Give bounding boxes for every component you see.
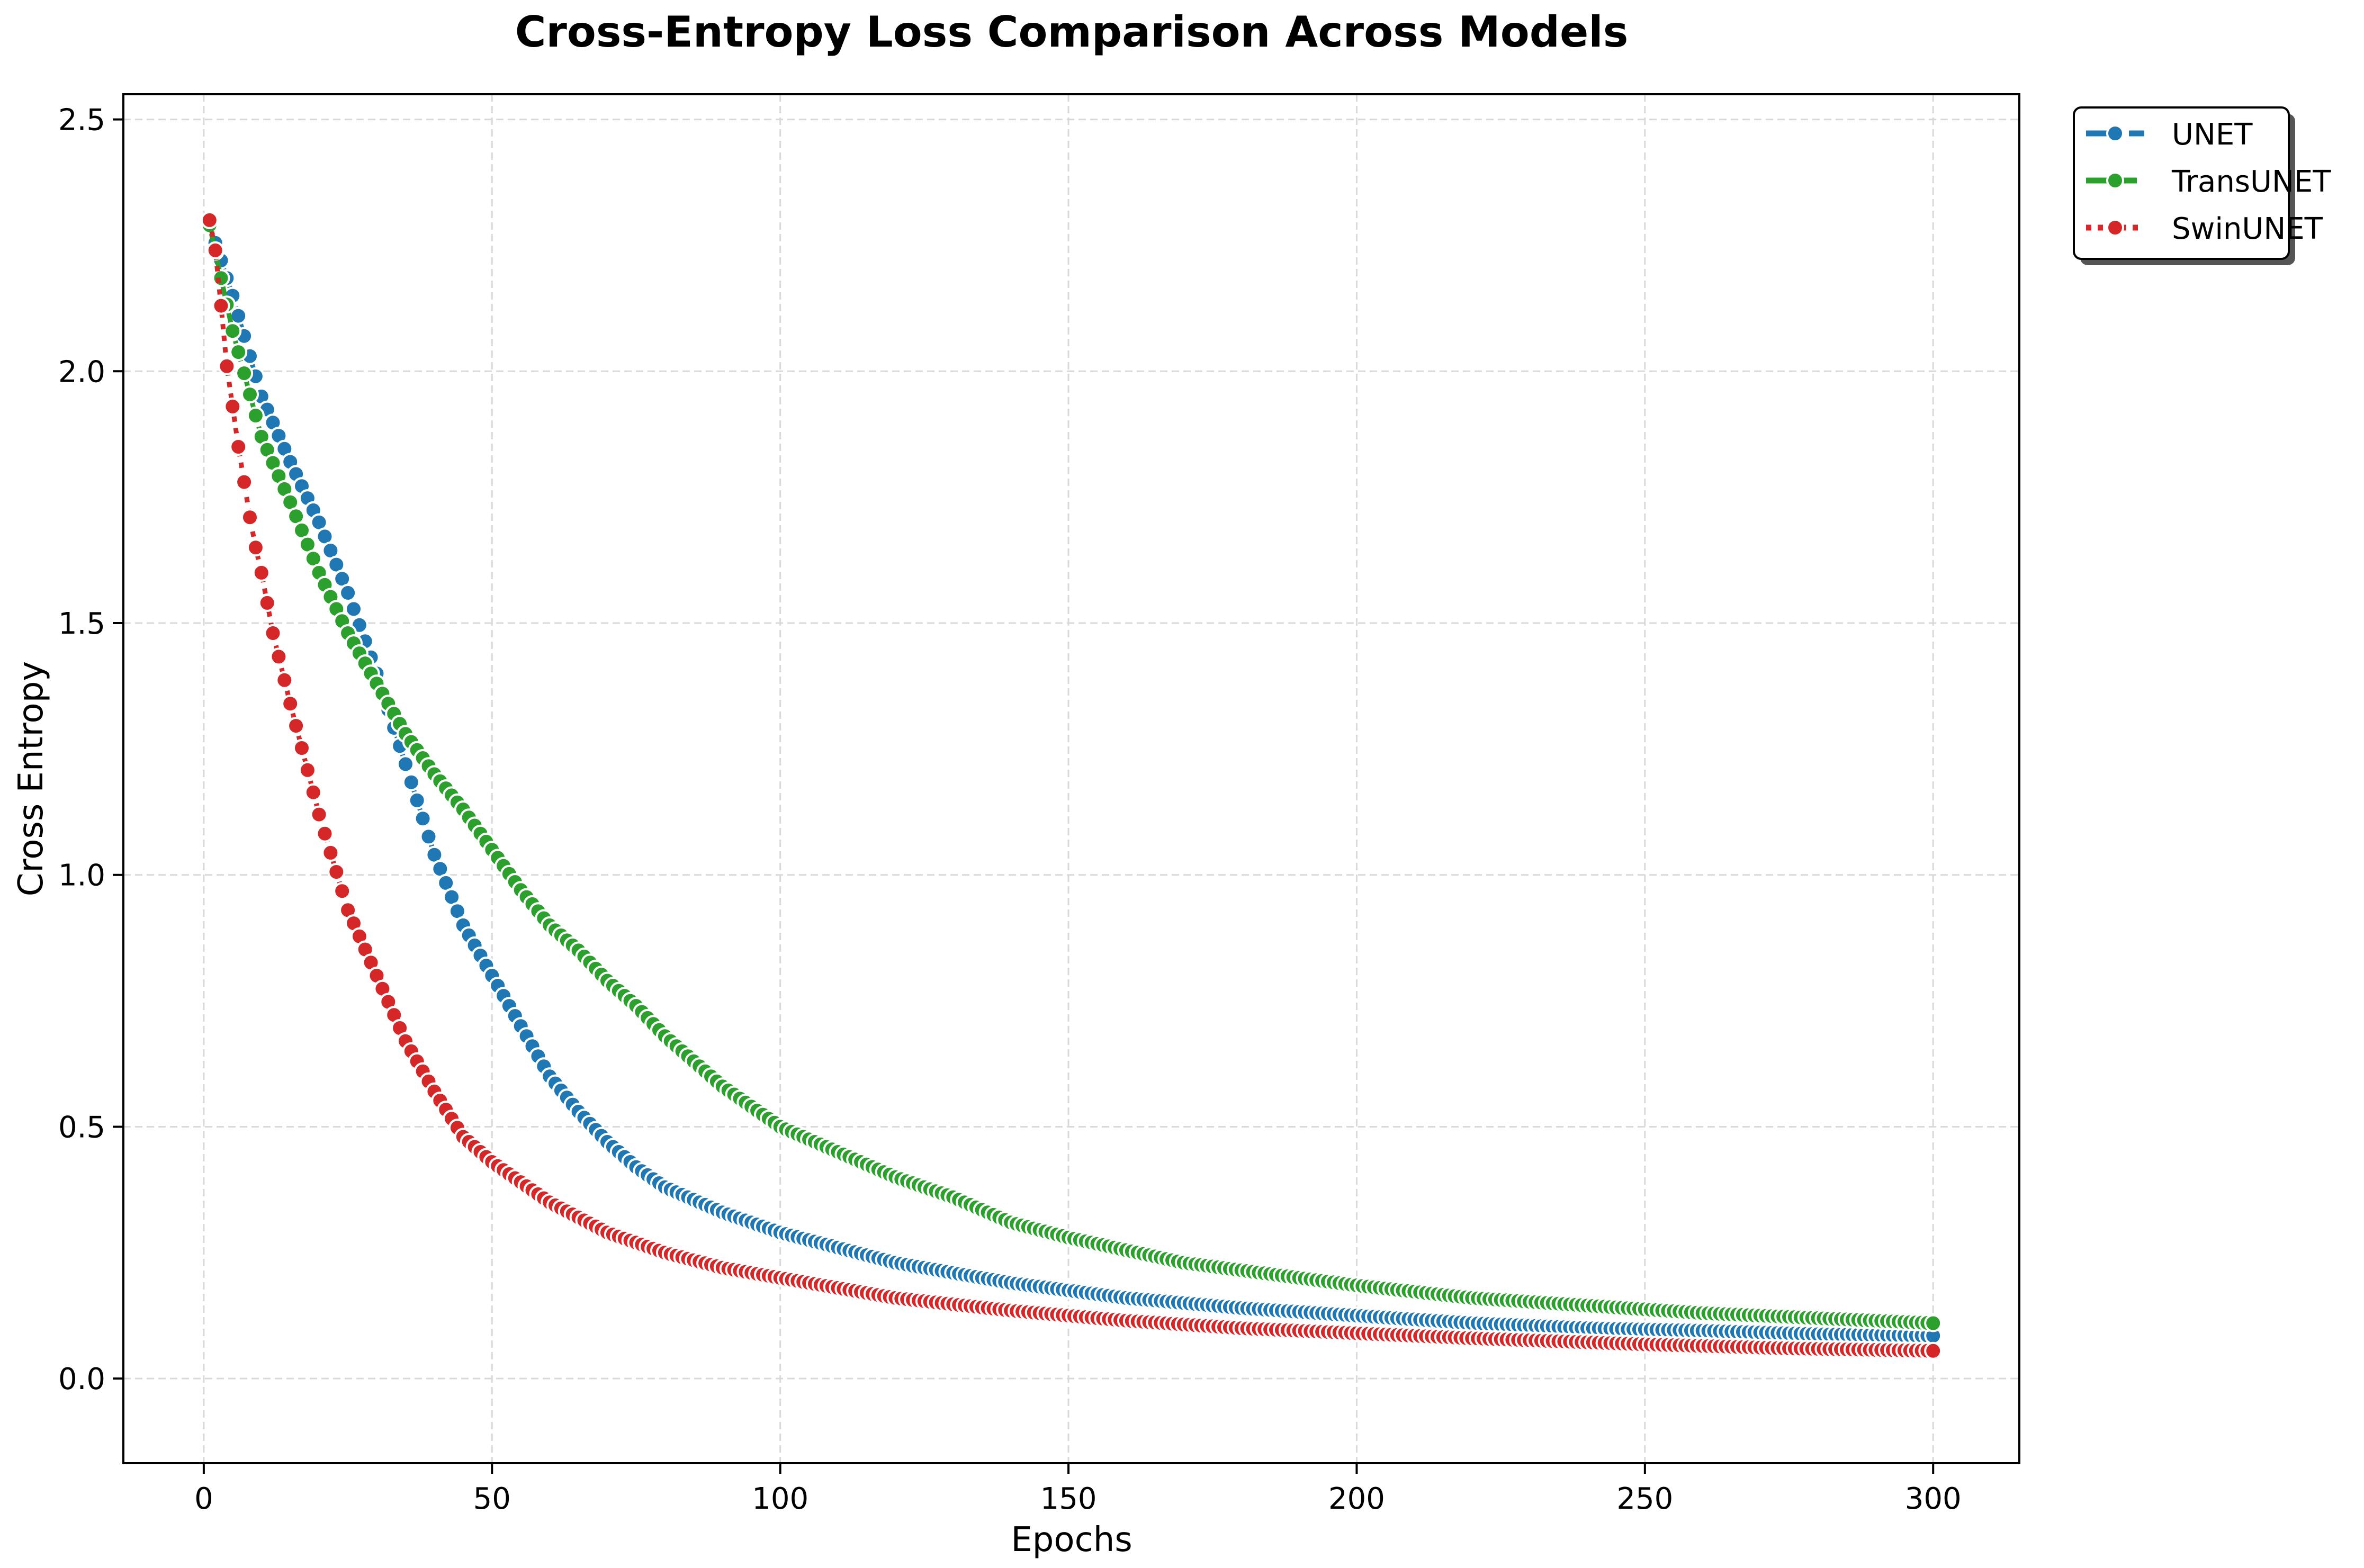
x-axis: 0 50 100 150 200 250 300 — [194, 1463, 1962, 1516]
series-unet — [200, 216, 1943, 1345]
data-point — [414, 809, 432, 828]
x-tick-label: 50 — [473, 1482, 511, 1516]
data-point — [223, 397, 242, 416]
data-point — [333, 882, 352, 900]
legend-marker-unet — [2106, 124, 2124, 142]
data-point — [1924, 1341, 1943, 1360]
data-point — [258, 593, 276, 612]
y-tick-label: 0.0 — [58, 1362, 105, 1396]
legend-marker-swinunet — [2106, 219, 2124, 237]
data-point — [246, 538, 265, 557]
data-point — [1924, 1314, 1943, 1332]
legend-entry: SwinUNET — [2086, 212, 2323, 246]
data-point — [229, 438, 248, 456]
y-tick-label: 1.5 — [58, 607, 105, 641]
data-point — [293, 739, 311, 757]
chart-title: Cross-Entropy Loss Comparison Across Mod… — [515, 7, 1629, 57]
plot-frame — [122, 93, 2020, 1464]
y-axis: 0.0 0.5 1.0 1.5 2.0 2.5 — [58, 103, 123, 1396]
data-point — [310, 805, 328, 824]
data-point — [287, 717, 305, 735]
data-point — [252, 563, 271, 582]
series-layer — [200, 211, 1943, 1360]
data-point — [241, 508, 259, 527]
y-axis-label: Cross Entropy — [12, 661, 51, 896]
data-point — [212, 296, 230, 315]
data-point — [235, 473, 254, 491]
data-point — [235, 364, 254, 383]
legend-box — [2073, 106, 2290, 260]
x-axis-label: Epochs — [1011, 1520, 1132, 1560]
y-tick-label: 0.5 — [58, 1110, 105, 1145]
data-point — [269, 647, 288, 666]
data-point — [298, 761, 317, 779]
plot-area — [122, 93, 2020, 1464]
y-tick-label: 2.0 — [58, 355, 105, 389]
x-tick-label: 200 — [1328, 1482, 1385, 1516]
data-point — [321, 843, 340, 862]
x-tick-label: 100 — [752, 1482, 808, 1516]
data-point — [275, 671, 294, 689]
data-point — [408, 791, 426, 809]
data-point — [223, 322, 242, 340]
data-point — [206, 241, 224, 259]
data-point — [327, 863, 346, 881]
data-point — [402, 773, 420, 791]
x-tick-label: 300 — [1905, 1482, 1962, 1516]
data-point — [218, 357, 236, 375]
legend-label-swinunet: SwinUNET — [2172, 212, 2323, 246]
data-point — [345, 600, 363, 618]
data-point — [304, 783, 322, 801]
legend-label-unet: UNET — [2172, 118, 2253, 152]
data-point — [241, 385, 259, 404]
x-tick-label: 150 — [1040, 1482, 1097, 1516]
x-tick-label: 250 — [1616, 1482, 1673, 1516]
data-point — [200, 211, 219, 229]
series-swinunet — [200, 211, 1943, 1360]
data-point — [264, 624, 282, 642]
data-point — [419, 827, 438, 846]
data-point — [397, 755, 415, 773]
legend: UNET TransUNET SwinUNET — [2073, 106, 2331, 265]
data-point — [316, 824, 334, 843]
legend-marker-transunet — [2106, 172, 2124, 190]
y-tick-label: 1.0 — [58, 859, 105, 893]
data-point — [229, 343, 248, 362]
series-transunet — [200, 216, 1943, 1332]
legend-label-transunet: TransUNET — [2171, 165, 2331, 199]
x-tick-label: 0 — [194, 1482, 213, 1516]
legend-entry: TransUNET — [2086, 165, 2331, 199]
y-tick-label: 2.5 — [58, 103, 105, 138]
legend-entry: UNET — [2086, 118, 2253, 152]
data-point — [212, 269, 230, 287]
data-point — [281, 695, 300, 713]
data-point — [339, 583, 357, 602]
data-point — [246, 407, 265, 425]
